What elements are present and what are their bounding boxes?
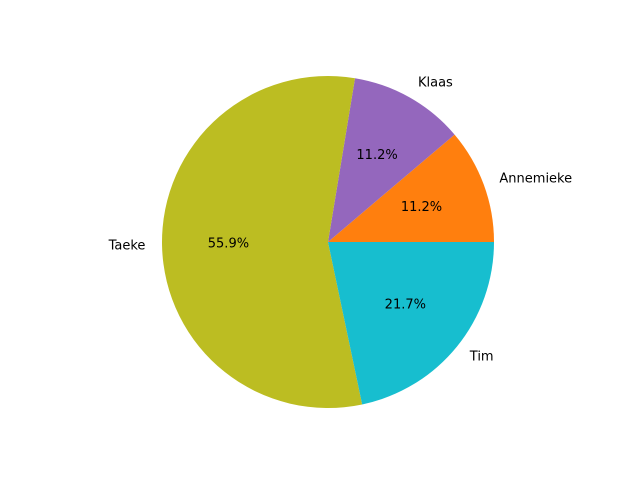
pie-slice-taeke	[161, 75, 363, 408]
pie-slice-klaas	[328, 78, 455, 242]
slice-percent-taeke: 55.9%	[208, 237, 249, 252]
pie-slice-annemieke	[328, 134, 494, 242]
pie-slice-tim	[328, 242, 494, 405]
pie-slices	[161, 75, 494, 408]
slice-label-taeke: Taeke	[108, 239, 146, 254]
slice-percent-klaas: 11.2%	[356, 148, 397, 163]
slice-label-tim: Tim	[469, 350, 494, 365]
pie-labels: Annemieke 11.2% Klaas 11.2% Taeke 55.9% Tim 21.…	[108, 76, 573, 365]
slice-percent-annemieke: 11.2%	[401, 200, 442, 215]
slice-percent-tim: 21.7%	[385, 297, 426, 312]
slice-label-klaas: Klaas	[418, 76, 453, 91]
slice-label-annemieke: Annemieke	[499, 172, 572, 187]
